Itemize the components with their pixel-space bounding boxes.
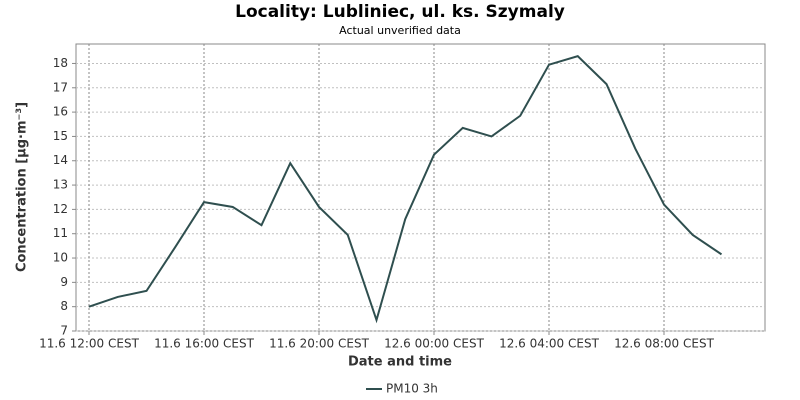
y-tick-label: 9 xyxy=(60,275,68,289)
x-tick-label: 11.6 16:00 CEST xyxy=(154,337,255,351)
y-tick-label: 16 xyxy=(53,105,68,119)
data-line xyxy=(88,55,723,324)
legend-label: PM10 3h xyxy=(386,382,438,396)
y-axis-label: Concentration [µg·m⁻³] xyxy=(15,102,30,272)
y-tick-label: 17 xyxy=(53,80,68,94)
x-tick-label: 11.6 12:00 CEST xyxy=(39,337,140,351)
y-tick-label: 8 xyxy=(60,299,68,313)
y-tick-label: 10 xyxy=(53,251,68,265)
y-tick-label: 7 xyxy=(60,324,68,338)
chart-title: Locality: Lubliniec, ul. ks. Szymaly xyxy=(235,2,565,22)
chart-subtitle: Actual unverified data xyxy=(339,24,461,37)
y-tick-label: 12 xyxy=(53,202,68,216)
x-tick-label: 12.6 08:00 CEST xyxy=(614,337,715,351)
x-axis-label: Date and time xyxy=(348,355,452,370)
x-tick-label: 12.6 04:00 CEST xyxy=(499,337,600,351)
plot-area xyxy=(75,43,766,332)
x-tick-label: 11.6 20:00 CEST xyxy=(269,337,370,351)
y-tick-label: 11 xyxy=(53,226,68,240)
y-tick-label: 18 xyxy=(53,56,68,70)
y-tick-label: 13 xyxy=(53,178,68,192)
y-tick-label: 15 xyxy=(53,129,68,143)
y-tick-label: 14 xyxy=(53,153,68,167)
x-tick-label: 12.6 00:00 CEST xyxy=(384,337,485,351)
